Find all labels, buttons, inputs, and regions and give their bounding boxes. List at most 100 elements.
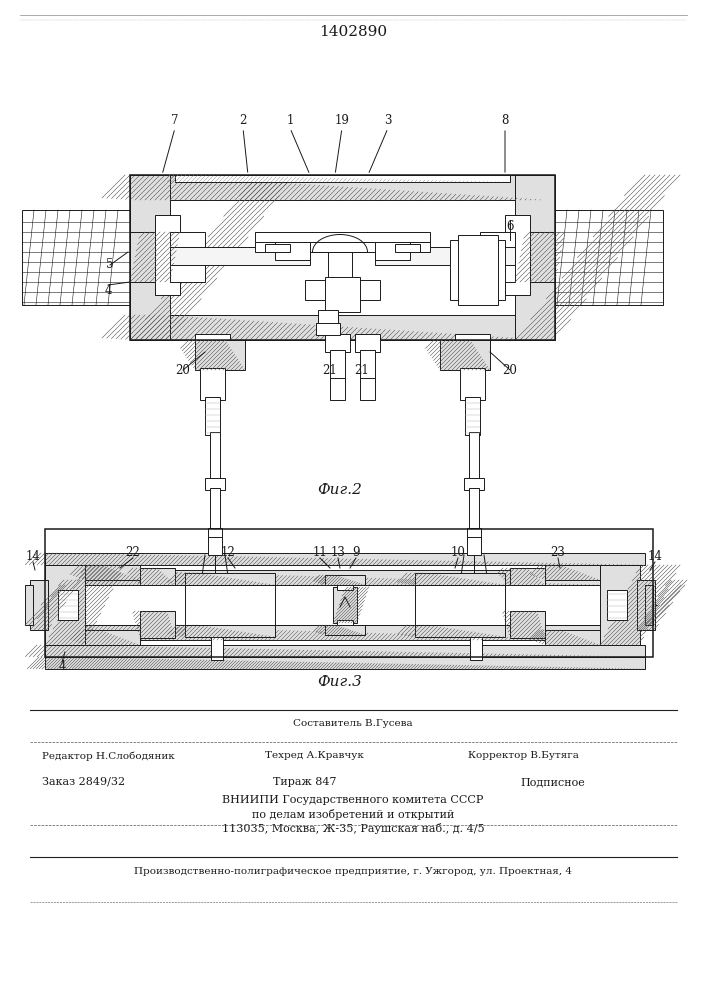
Text: 7: 7 [171, 113, 179, 126]
Bar [415, 573, 505, 585]
Bar [325, 334, 350, 352]
Bar [450, 240, 505, 300]
Bar [637, 580, 655, 630]
Bar [85, 565, 140, 580]
Text: 12: 12 [221, 546, 235, 558]
Bar [213, 588, 221, 630]
Bar [318, 310, 338, 325]
Text: Подписное: Подписное [520, 777, 585, 787]
Bar [85, 570, 605, 585]
Bar [265, 244, 290, 252]
Bar [325, 280, 355, 295]
Bar [185, 573, 275, 585]
Bar [325, 575, 365, 585]
Bar [465, 397, 480, 435]
Bar [469, 488, 479, 530]
Bar [467, 537, 481, 555]
Bar [600, 565, 640, 645]
Bar [22, 210, 130, 305]
Bar [470, 625, 482, 660]
Text: 14: 14 [648, 550, 662, 564]
Text: 13: 13 [331, 546, 346, 558]
Text: 3: 3 [384, 113, 392, 126]
Bar [58, 590, 78, 620]
Bar [395, 244, 420, 252]
Bar [135, 175, 545, 200]
Bar [140, 611, 175, 638]
Bar [275, 242, 310, 260]
Text: 1402890: 1402890 [319, 25, 387, 39]
Bar [337, 580, 353, 590]
Bar [210, 488, 220, 530]
Bar [515, 232, 555, 282]
Bar [130, 175, 170, 340]
Text: 19: 19 [334, 113, 349, 126]
Bar [355, 334, 380, 352]
Bar [440, 340, 490, 370]
Text: Фиг.2: Фиг.2 [317, 483, 363, 497]
Bar [325, 625, 365, 635]
Bar [130, 175, 555, 340]
Bar [85, 625, 605, 640]
Bar [510, 568, 545, 585]
Bar [415, 625, 505, 637]
Bar [211, 625, 223, 660]
Bar [205, 478, 225, 490]
Text: 2: 2 [239, 113, 247, 126]
Bar [185, 625, 275, 637]
Bar [45, 657, 645, 669]
Text: 21: 21 [355, 363, 369, 376]
Bar [337, 620, 353, 630]
Text: Фиг.3: Фиг.3 [317, 675, 363, 689]
Bar [469, 432, 479, 480]
Text: 14: 14 [25, 550, 40, 564]
Bar [464, 478, 484, 490]
Bar [645, 585, 653, 625]
Text: 6: 6 [506, 221, 514, 233]
Bar [170, 247, 310, 265]
Bar [472, 588, 480, 630]
Bar [208, 537, 222, 555]
Bar [510, 611, 545, 638]
Bar [505, 215, 530, 295]
Bar [45, 565, 85, 645]
Bar [330, 378, 345, 400]
Bar [140, 568, 175, 585]
Text: 22: 22 [126, 546, 141, 558]
Bar [330, 350, 345, 380]
Text: Тираж 847: Тираж 847 [273, 777, 337, 787]
Text: 21: 21 [322, 363, 337, 376]
Bar [458, 235, 498, 305]
Bar [328, 252, 352, 282]
Bar [175, 175, 510, 182]
Text: Редактор Н.Слободяник: Редактор Н.Слободяник [42, 751, 175, 761]
Bar [555, 210, 663, 305]
Text: 23: 23 [551, 546, 566, 558]
Bar [45, 645, 645, 657]
Text: 9: 9 [352, 546, 360, 558]
Text: 10: 10 [450, 546, 465, 558]
Text: 20: 20 [175, 363, 190, 376]
Bar [130, 232, 170, 282]
Bar [135, 315, 545, 340]
Bar [170, 232, 205, 282]
Text: Корректор В.Бутяга: Корректор В.Бутяга [468, 752, 579, 760]
Text: 20: 20 [503, 363, 518, 376]
Bar [255, 242, 430, 252]
Bar [333, 587, 357, 623]
Bar [255, 232, 430, 242]
Bar [200, 368, 225, 400]
Bar [85, 585, 605, 625]
Bar [515, 175, 555, 340]
Bar [375, 247, 515, 265]
Bar [45, 529, 653, 657]
Text: по делам изобретений и открытий: по делам изобретений и открытий [252, 808, 454, 820]
Text: Заказ 2849/32: Заказ 2849/32 [42, 777, 125, 787]
Bar [185, 585, 275, 625]
Bar [455, 334, 490, 352]
Bar [25, 585, 33, 625]
Bar [460, 368, 485, 400]
Bar [305, 280, 380, 300]
Bar [316, 323, 340, 335]
Bar [30, 580, 48, 630]
